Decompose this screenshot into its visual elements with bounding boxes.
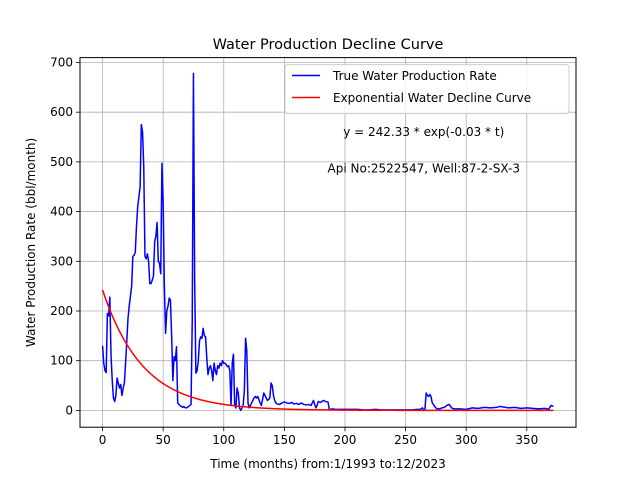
y-tick-label: 0 bbox=[65, 403, 73, 417]
x-tick-label: 350 bbox=[515, 433, 538, 447]
y-tick-label: 600 bbox=[50, 105, 73, 119]
x-tick-label: 150 bbox=[273, 433, 296, 447]
plot-frame bbox=[79, 57, 577, 428]
x-tick-label: 250 bbox=[394, 433, 417, 447]
legend-label-exponential-curve: Exponential Water Decline Curve bbox=[333, 91, 531, 105]
annotations: y = 242.33 * exp(-0.03 * t) Api No:252254… bbox=[328, 125, 520, 175]
x-tick-label: 0 bbox=[99, 433, 107, 447]
y-tick-label: 500 bbox=[50, 155, 73, 169]
series-line-true-water-production-rate bbox=[101, 72, 554, 412]
x-tick-label: 200 bbox=[334, 433, 357, 447]
x-tick-label: 100 bbox=[212, 433, 235, 447]
annotation-equation: y = 242.33 * exp(-0.03 * t) bbox=[343, 125, 504, 139]
y-tick-label: 300 bbox=[50, 254, 73, 268]
y-tick-label: 700 bbox=[50, 55, 73, 69]
chart-title: Water Production Decline Curve bbox=[213, 37, 444, 53]
series-layer bbox=[101, 72, 554, 412]
legend-box bbox=[284, 64, 570, 115]
y-tick-label: 100 bbox=[50, 354, 73, 368]
y-axis-title: Water Production Rate (bbl/month) bbox=[24, 138, 38, 347]
annotation-well-info: Api No:2522547, Well:87-2-SX-3 bbox=[328, 161, 520, 175]
x-axis-title: Time (months) from:1/1993 to:12/2023 bbox=[209, 457, 446, 471]
series-line-exponential-water-decline-curve bbox=[101, 289, 554, 412]
ticks: 0 50 100 150 200 250 300 350 0 100 200 300 400 500 600… bbox=[50, 55, 538, 447]
x-tick-label: 50 bbox=[156, 433, 171, 447]
y-tick-label: 400 bbox=[50, 205, 73, 219]
y-tick-label: 200 bbox=[50, 304, 73, 318]
legend: True Water Production Rate Exponential W… bbox=[284, 64, 570, 115]
legend-label-true-rate: True Water Production Rate bbox=[332, 69, 497, 83]
x-tick-label: 300 bbox=[455, 433, 478, 447]
